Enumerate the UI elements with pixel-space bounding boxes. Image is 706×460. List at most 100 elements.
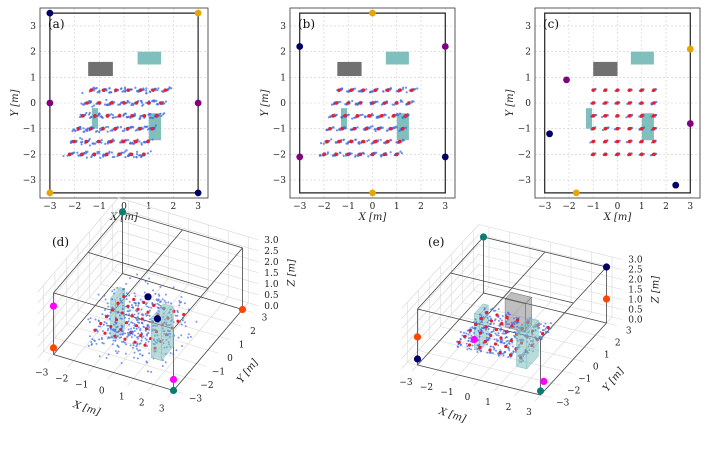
estimate-point (549, 327, 552, 330)
estimate-point (135, 327, 138, 330)
estimate-point (83, 130, 86, 133)
estimate-point (331, 126, 335, 129)
estimate-point (484, 328, 487, 331)
ground-truth-point (591, 152, 596, 157)
estimate-point (402, 86, 405, 89)
estimate-point (95, 342, 98, 345)
estimate-point (88, 321, 91, 324)
y-tick-label: −2 (273, 150, 286, 160)
estimate-point (380, 103, 383, 106)
ground-truth-point (468, 328, 472, 333)
estimate-point (157, 298, 160, 301)
estimate-point (135, 318, 138, 321)
estimate-point (85, 111, 88, 115)
estimate-point (153, 99, 156, 102)
y-tick-label: −3 (189, 395, 203, 405)
x-tick-label: 2 (418, 202, 424, 212)
ground-truth-point (379, 114, 384, 118)
ground-truth-point (85, 101, 89, 105)
ground-truth-point (394, 152, 399, 157)
y-tick-label: 3 (280, 22, 286, 32)
estimate-point (494, 332, 497, 335)
estimate-point (129, 309, 132, 312)
y-tick-label: −1 (212, 368, 225, 378)
estimate-point (181, 319, 184, 322)
estimate-point (489, 345, 492, 348)
estimate-point (340, 116, 344, 119)
ground-truth-point (615, 101, 620, 105)
estimate-point (466, 348, 469, 351)
estimate-point (125, 343, 128, 346)
estimate-point (104, 142, 107, 145)
y-tick-label: 0 (30, 99, 36, 109)
ground-truth-point (493, 342, 498, 346)
estimate-point (116, 335, 119, 338)
estimate-point (181, 344, 184, 347)
ground-truth-point (627, 101, 632, 105)
estimate-point (118, 314, 121, 317)
ground-truth-point (141, 152, 146, 157)
y-tick-label: −3 (518, 176, 532, 186)
estimate-point (107, 353, 110, 356)
estimate-point (128, 323, 131, 326)
estimate-point (144, 312, 147, 315)
ground-truth-point (484, 325, 488, 329)
estimate-point (161, 298, 164, 301)
estimate-point (164, 293, 167, 296)
estimate-point (119, 125, 123, 129)
y-axis-label: Y [m] (235, 357, 260, 385)
room-edge (53, 273, 123, 355)
ground-truth-point (150, 126, 155, 131)
estimate-point (82, 127, 85, 130)
estimate-point (149, 150, 152, 153)
estimate-point (601, 115, 604, 119)
x-tick-label: −3 (538, 202, 552, 212)
x-tick-label: 0 (465, 393, 471, 403)
axes-frame (534, 7, 701, 199)
estimate-point (131, 333, 134, 336)
estimate-point (154, 292, 157, 295)
estimate-point (187, 336, 190, 339)
y-axis-label: Y [m] (601, 366, 626, 394)
anchor-marker (602, 295, 611, 303)
ground-truth-point (113, 126, 118, 131)
y-tick-label: −1 (518, 125, 531, 135)
estimate-point (499, 329, 502, 332)
ground-truth-point (117, 152, 121, 157)
estimate-point (84, 113, 87, 116)
estimate-point (111, 298, 114, 301)
estimate-point (391, 103, 394, 106)
estimate-point (134, 129, 137, 132)
ground-truth-point (76, 126, 81, 131)
estimate-point (487, 338, 490, 341)
estimate-point (373, 128, 376, 131)
axes-frame (39, 7, 209, 199)
ground-truth-point (457, 340, 461, 345)
ground-truth-point (504, 330, 509, 334)
estimate-point (399, 99, 402, 102)
ground-truth-point (382, 101, 387, 105)
estimate-point (506, 343, 509, 346)
estimate-point (126, 336, 129, 339)
obstacle (91, 108, 99, 129)
estimate-point (164, 301, 167, 304)
y-tick-label: 1 (280, 73, 286, 83)
estimate-point (98, 91, 101, 94)
estimate-point (161, 364, 164, 367)
x-tick-label: −1 (75, 380, 88, 390)
estimate-point (140, 336, 143, 339)
ground-truth-point (652, 101, 656, 105)
estimate-point (459, 338, 462, 341)
estimate-point (486, 343, 489, 346)
room-edge (53, 354, 174, 391)
estimate-point (130, 102, 134, 105)
estimate-point (150, 116, 153, 119)
estimate-point (404, 126, 408, 130)
ground-truth-point (130, 314, 134, 318)
estimate-point (135, 345, 138, 348)
estimate-point (370, 90, 374, 93)
estimate-point (84, 150, 88, 153)
estimate-point (402, 139, 405, 142)
estimate-point (152, 289, 155, 292)
anchor-marker (46, 99, 54, 107)
